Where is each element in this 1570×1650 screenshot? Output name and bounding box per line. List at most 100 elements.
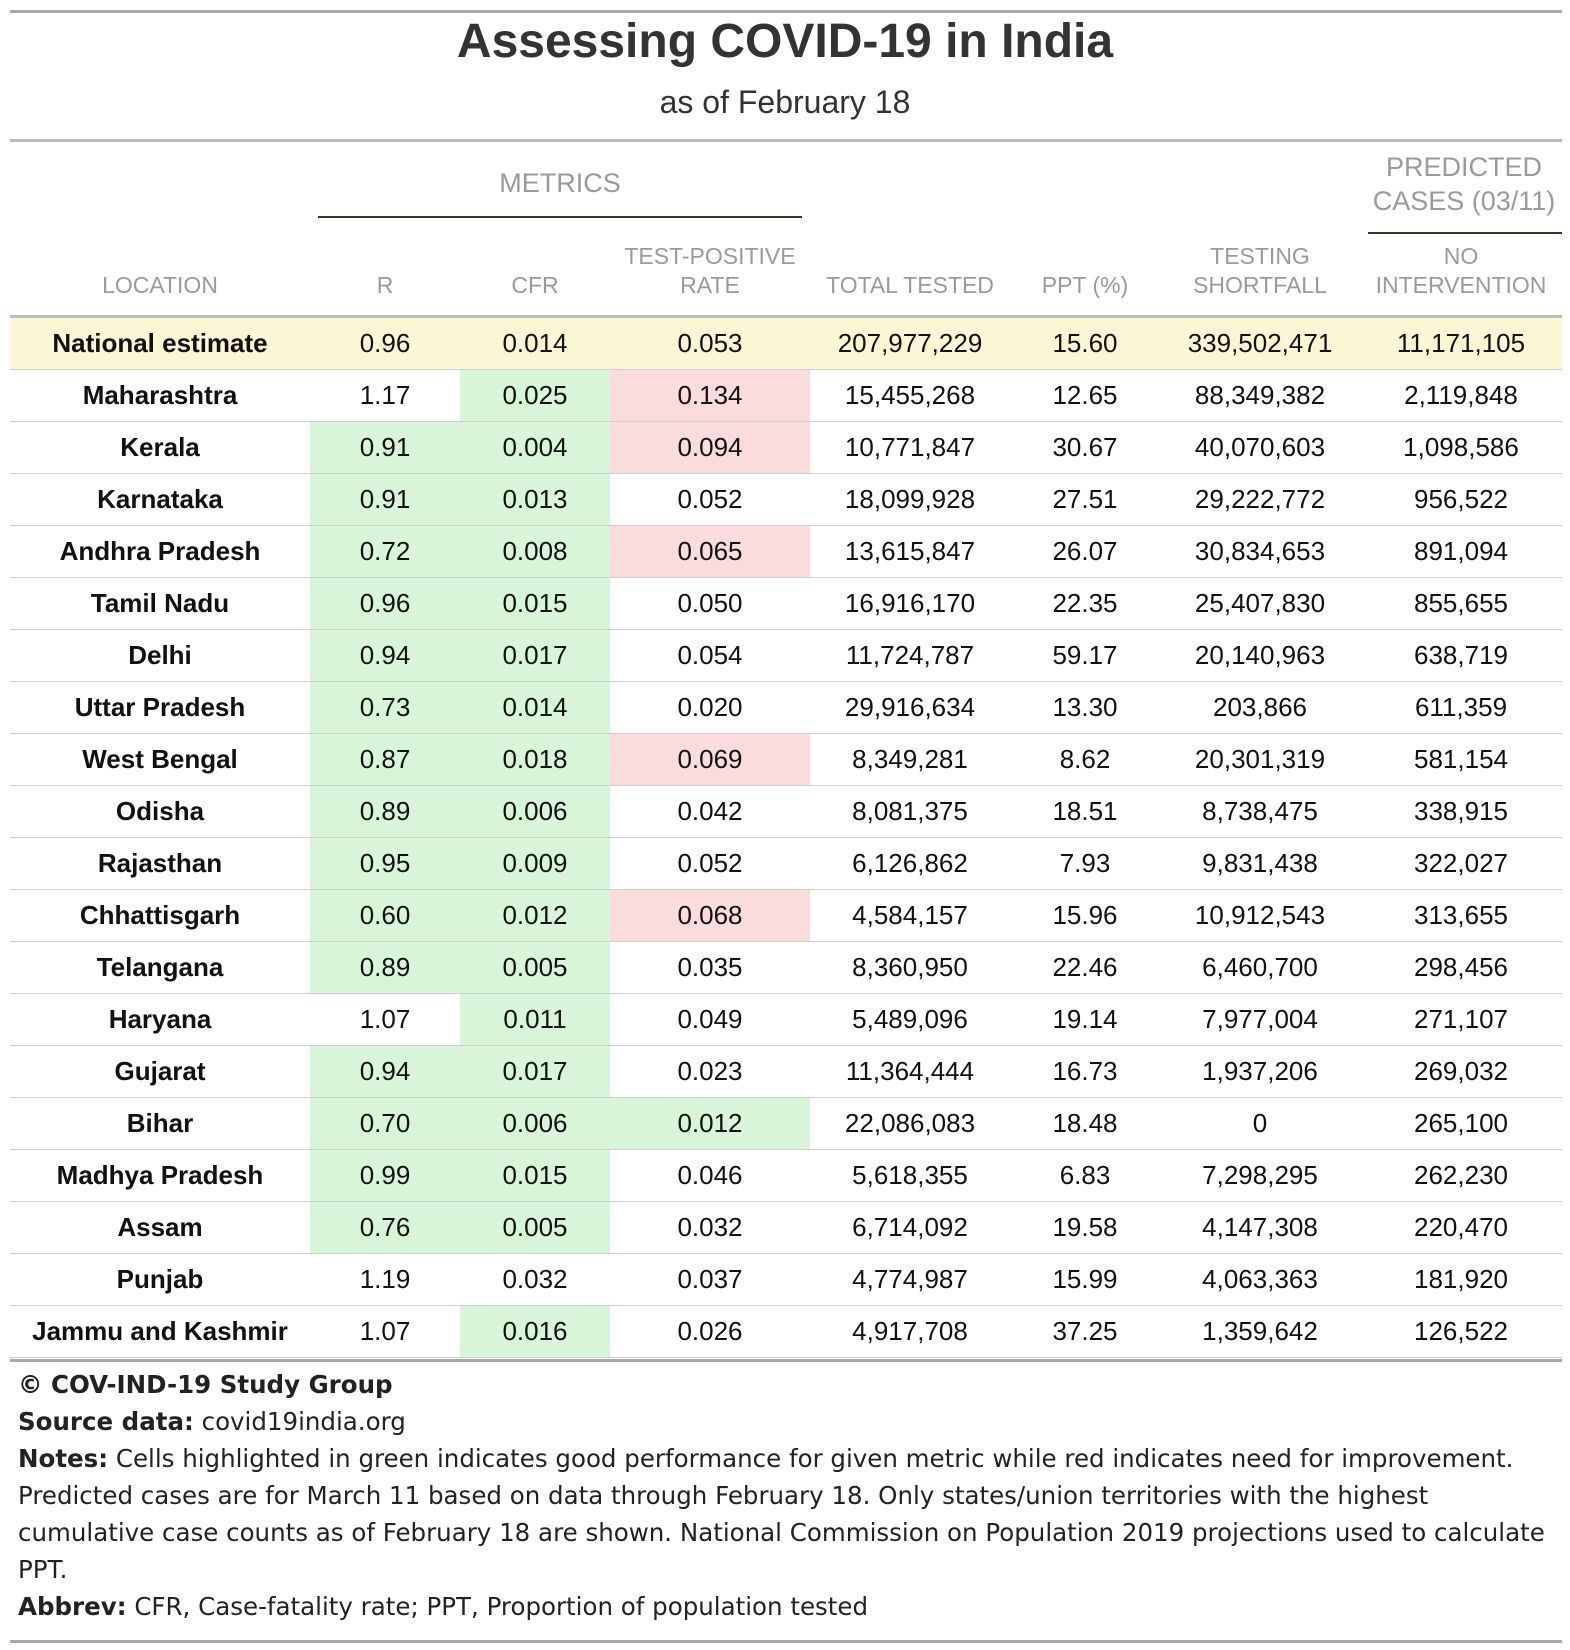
cell-test-positive-rate: 0.023 [677,1056,743,1086]
cell-total-tested: 15,455,268 [844,380,976,410]
cell-location: Odisha [115,796,205,826]
cell-test-positive-rate: 0.053 [677,328,743,358]
table-row: Uttar Pradesh 0.73 0.014 0.020 29,916,634 13.… [10,682,1562,734]
cell-r: 1.07 [359,1316,411,1346]
predicted-group-label-line2: CASES (03/11) [1372,186,1556,216]
cell-total-tested: 5,489,096 [852,1004,968,1034]
col-header-r: R [376,272,394,298]
cell-location: Bihar [126,1108,194,1138]
cell-test-positive-rate: 0.020 [677,692,743,722]
footer-abbrev-label: Abbrev: [18,1592,127,1621]
cell-test-positive-rate: 0.052 [677,848,743,878]
cell-cfr: 0.005 [460,942,610,993]
cell-cfr: 0.009 [460,838,610,889]
cell-testing-shortfall: 9,831,438 [1202,848,1318,878]
table-row: Maharashtra 1.17 0.025 0.134 15,455,268 12.65… [10,370,1562,422]
cell-test-positive-rate: 0.050 [677,588,743,618]
table-row: Rajasthan 0.95 0.009 0.052 6,126,862 7.93 9,83… [10,838,1562,890]
table-row: Chhattisgarh 0.60 0.012 0.068 4,584,157 15.96… [10,890,1562,942]
cell-cfr: 0.006 [460,1098,610,1149]
cell-total-tested: 13,615,847 [844,536,976,566]
cell-no-intervention: 269,032 [1414,1056,1508,1086]
cell-ppt: 18.51 [1052,796,1118,826]
cell-total-tested: 18,099,928 [844,484,976,514]
cell-location: Delhi [128,640,192,670]
cell-location: Madhya Pradesh [56,1160,264,1190]
cell-location: Kerala [120,432,200,462]
footer-source-label: Source data: [18,1407,194,1436]
cell-test-positive-rate: 0.026 [677,1316,743,1346]
cell-r: 0.60 [310,890,460,941]
cell-no-intervention: 855,655 [1414,588,1508,618]
table-row: Andhra Pradesh 0.72 0.008 0.065 13,615,847 26… [10,526,1562,578]
cell-test-positive-rate: 0.012 [610,1098,810,1149]
footer-bottom-rule [10,1640,1562,1643]
col-header-tpr-line2: RATE [680,272,740,298]
cell-r: 0.72 [310,526,460,577]
cell-total-tested: 4,774,987 [852,1264,968,1294]
cell-testing-shortfall: 7,977,004 [1202,1004,1318,1034]
top-rule [10,10,1562,13]
cell-ppt: 37.25 [1052,1316,1118,1346]
cell-total-tested: 29,916,634 [844,692,976,722]
cell-testing-shortfall: 20,301,319 [1194,744,1326,774]
footer: © COV-IND-19 Study Group Source data: co… [18,1366,1558,1625]
footer-abbrev-text: CFR, Case-fatality rate; PPT, Proportion… [134,1592,869,1621]
col-header-testing-shortfall: TESTING SHORTFALL [1160,242,1360,300]
cell-no-intervention: 11,171,105 [1396,328,1526,358]
cell-ppt: 15.60 [1052,328,1118,358]
cell-location: Jammu and Kashmir [32,1316,288,1346]
cell-cfr: 0.005 [460,1202,610,1253]
cell-r: 1.19 [359,1264,411,1294]
cell-r: 0.91 [310,474,460,525]
footer-copyright: © COV-IND-19 Study Group [18,1370,393,1399]
col-header-no-intervention: NO INTERVENTION [1360,242,1562,300]
col-header-nointerv-line2: INTERVENTION [1375,272,1547,298]
cell-testing-shortfall: 1,937,206 [1202,1056,1318,1086]
cell-ppt: 19.14 [1052,1004,1118,1034]
cell-ppt: 22.46 [1052,952,1118,982]
cell-ppt: 6.83 [1059,1160,1111,1190]
cell-testing-shortfall: 25,407,830 [1194,588,1326,618]
cell-r: 0.96 [359,328,411,358]
footer-abbrev: Abbrev: CFR, Case-fatality rate; PPT, Pr… [18,1588,1558,1625]
cell-total-tested: 11,364,444 [845,1056,975,1086]
cell-ppt: 59.17 [1052,640,1118,670]
footer-notes-label: Notes: [18,1444,109,1473]
predicted-group-label-line1: PREDICTED [1385,152,1542,182]
cell-testing-shortfall: 1,359,642 [1202,1316,1318,1346]
cell-r: 0.94 [310,1046,460,1097]
cell-test-positive-rate: 0.065 [610,526,810,577]
cell-testing-shortfall: 30,834,653 [1194,536,1326,566]
cell-testing-shortfall: 29,222,772 [1194,484,1326,514]
table-row: Punjab 1.19 0.032 0.037 4,774,987 15.99 4,063,… [10,1254,1562,1306]
cell-cfr: 0.012 [460,890,610,941]
cell-location: West Bengal [82,744,238,774]
cell-test-positive-rate: 0.046 [677,1160,743,1190]
cell-test-positive-rate: 0.052 [677,484,743,514]
col-header-cfr: CFR [511,272,559,298]
cell-testing-shortfall: 4,147,308 [1202,1212,1318,1242]
cell-test-positive-rate: 0.069 [610,734,810,785]
cell-cfr: 0.017 [460,630,610,681]
cell-r: 0.94 [310,630,460,681]
col-header-ppt: PPT (%) [1041,272,1129,298]
cell-total-tested: 16,916,170 [844,588,976,618]
cell-cfr: 0.016 [460,1306,610,1357]
cell-r: 0.73 [310,682,460,733]
cell-no-intervention: 611,359 [1414,692,1508,722]
cell-no-intervention: 313,655 [1414,900,1508,930]
table-header-rule [10,315,1562,318]
cell-total-tested: 4,917,708 [852,1316,968,1346]
footer-notes: Notes: Cells highlighted in green indica… [18,1440,1558,1588]
cell-ppt: 15.99 [1052,1264,1118,1294]
cell-cfr: 0.025 [460,370,610,421]
cell-location: National estimate [52,328,268,358]
cell-cfr: 0.008 [460,526,610,577]
cell-cfr: 0.018 [460,734,610,785]
cell-no-intervention: 581,154 [1414,744,1508,774]
cell-testing-shortfall: 40,070,603 [1194,432,1326,462]
predicted-group-underline [1368,232,1562,234]
cell-ppt: 27.51 [1052,484,1118,514]
cell-no-intervention: 891,094 [1414,536,1508,566]
